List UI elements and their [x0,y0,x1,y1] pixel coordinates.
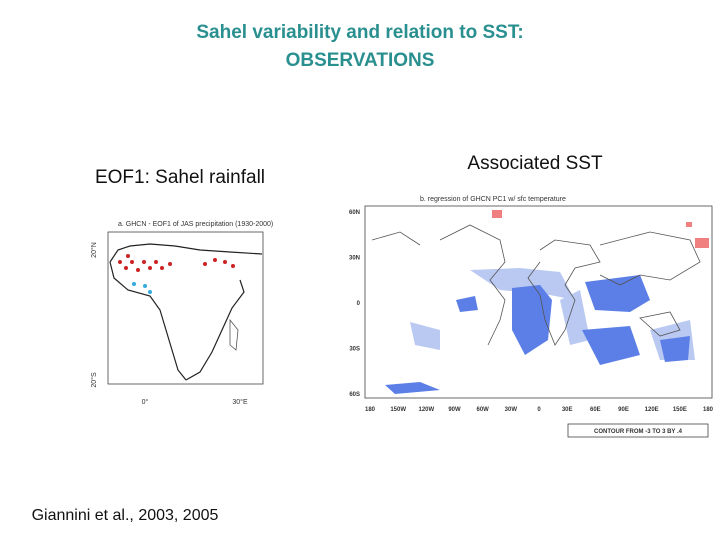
map-title: b. regression of GHCN PC1 w/ sfc tempera… [420,196,566,203]
lon-label: 150E [673,407,687,413]
lat-label: 20°N [90,242,98,258]
right-map: b. regression of GHCN PC1 w/ sfc tempera… [364,196,713,438]
coastline [109,261,187,381]
dot [118,260,122,264]
dot [154,260,158,264]
rain-dots [132,282,152,294]
lon-label: 90E [618,407,629,413]
lon-label: 30W [505,407,518,413]
shade [456,296,478,312]
lon-label: 150W [390,407,406,413]
lon-label: 90W [448,407,461,413]
lon-label: 30E [562,407,573,413]
lon-label: 180 [365,407,376,413]
coastline [439,224,506,346]
coastline [639,311,681,337]
lat-label: 30N [349,256,360,262]
lon-label: 60E [590,407,601,413]
lat-label: 0 [357,301,361,307]
shade [492,210,502,218]
rain-dots [118,254,235,272]
dot [148,266,152,270]
lon-label: 180 [703,407,714,413]
title-line: OBSERVATIONS [286,50,435,71]
lon-label: 30°E [232,398,248,406]
shade [686,222,692,227]
dot [136,268,140,272]
lon-label: 60W [476,407,489,413]
shading-dark [385,275,690,394]
shade [385,382,440,394]
lat-label: 30S [349,347,360,353]
dot [213,258,217,262]
coastline [185,279,245,381]
lon-label: 0 [537,407,541,413]
lon-label: 0° [142,398,149,406]
dot [124,266,128,270]
map-frame [107,231,264,385]
dot [143,284,147,288]
coastline [599,231,701,286]
lat-label: 60S [349,392,360,398]
coastline [109,243,263,263]
shade [582,326,640,365]
dot [142,260,146,264]
contour-note: CONTOUR FROM -3 TO 3 BY .4 [594,429,683,435]
shading-red [492,210,709,248]
dot [168,262,172,266]
panel-heading: Associated SST [467,153,603,174]
shade [410,322,440,350]
dot [132,282,136,286]
title-line: Sahel variability and relation to SST: [196,22,523,43]
shade [560,290,590,345]
left-map: a. GHCN - EOF1 of JAS precipitation (193… [107,221,273,385]
dot [203,262,207,266]
dot [126,254,130,258]
shade [585,275,650,312]
map-title: a. GHCN - EOF1 of JAS precipitation (193… [118,221,273,228]
note-box [567,423,709,438]
lon-label: 120E [645,407,659,413]
dot [160,266,164,270]
coastline [229,318,239,351]
panel-heading: EOF1: Sahel rainfall [95,167,265,188]
shade [660,336,690,362]
shade [512,285,552,355]
lat-label: 60N [349,210,360,216]
lat-label: 20°S [90,372,98,388]
dot [148,290,152,294]
dot [231,264,235,268]
dot [130,260,134,264]
shade [470,268,575,300]
citation: Giannini et al., 2003, 2005 [32,507,219,524]
coastline [527,239,601,346]
coastline [371,231,421,246]
shading-light [410,268,695,360]
lon-label: 120W [418,407,434,413]
dot [223,260,227,264]
shade [695,238,709,248]
